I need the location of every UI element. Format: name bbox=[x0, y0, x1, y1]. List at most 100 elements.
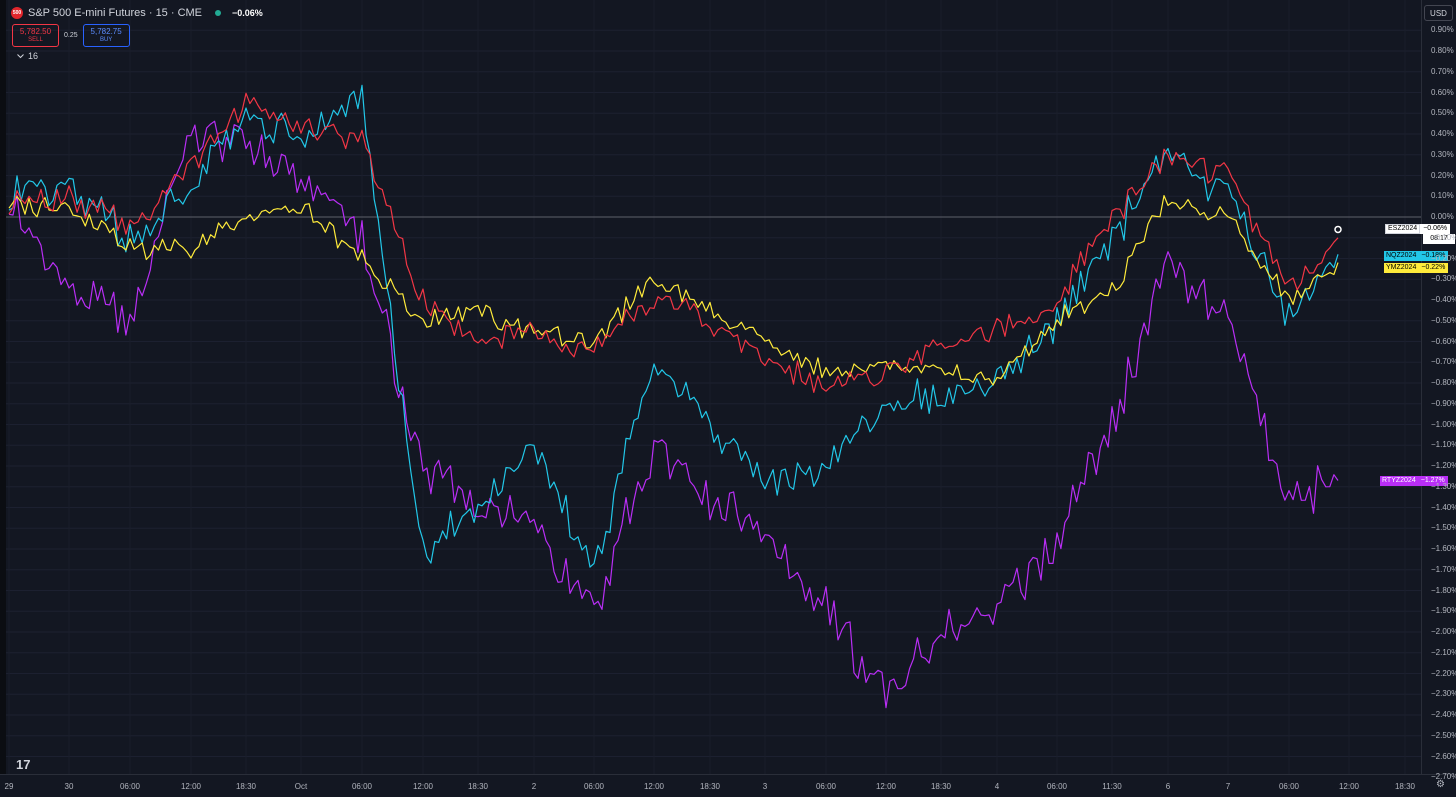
price-axis-tick-label: 0.00% bbox=[1431, 212, 1454, 221]
price-tag-rty: RTYZ2024 −1.27% bbox=[1380, 476, 1448, 486]
price-tag-nq: NQZ2024 −0.18% bbox=[1384, 251, 1449, 261]
price-axis-tick-label: −0.30% bbox=[1431, 274, 1456, 284]
price-tag-es: ESZ2024 −0.06% bbox=[1385, 224, 1451, 234]
price-tag-nq-value: −0.18% bbox=[1418, 251, 1449, 261]
time-axis-tick-label: 12:00 bbox=[1338, 782, 1360, 791]
time-axis-tick-label: 3 bbox=[762, 782, 768, 791]
price-axis-tick-label: −1.30% bbox=[1431, 481, 1456, 491]
price-tag-es-name: ESZ2024 bbox=[1385, 224, 1421, 234]
price-axis-tick-label: −1.40% bbox=[1431, 502, 1456, 512]
time-axis-tick-label: 12:00 bbox=[643, 782, 665, 791]
time-axis-tick-label: 7 bbox=[1225, 782, 1231, 791]
price-axis-tick-label: −0.90% bbox=[1431, 398, 1456, 408]
price-axis-tick-label: −2.10% bbox=[1431, 647, 1456, 657]
price-tag-ym-value: −0.22% bbox=[1418, 263, 1449, 273]
price-axis-tick-label: −2.50% bbox=[1431, 730, 1456, 740]
price-axis-tick-label: −0.70% bbox=[1431, 357, 1456, 367]
price-axis-tick-label: −1.00% bbox=[1431, 419, 1456, 429]
time-axis-tick-label: 18:30 bbox=[235, 782, 257, 791]
price-axis-tick-label: −1.20% bbox=[1431, 461, 1456, 470]
price-tag-rty-name: RTYZ2024 bbox=[1380, 476, 1418, 486]
price-axis-tick-label: 0.90% bbox=[1431, 25, 1454, 35]
price-axis[interactable] bbox=[1421, 0, 1456, 774]
tradingview-logo-icon[interactable]: 17 bbox=[16, 757, 31, 772]
sell-label: SELL bbox=[28, 36, 43, 43]
time-axis-tick-label: 12:00 bbox=[180, 782, 202, 791]
buy-label: BUY bbox=[99, 36, 113, 43]
price-axis-tick-label: −1.10% bbox=[1431, 440, 1456, 450]
price-axis-tick-label: −0.20% bbox=[1431, 253, 1456, 263]
price-axis-tick-label: −0.80% bbox=[1431, 378, 1456, 387]
price-axis-tick-label: −0.60% bbox=[1431, 336, 1456, 346]
price-axis-tick-label: −2.30% bbox=[1431, 689, 1456, 699]
indicators-count: 16 bbox=[28, 51, 39, 61]
series-line-esz2024[interactable] bbox=[8, 92, 1339, 393]
header-change: −0.06% bbox=[232, 8, 263, 18]
price-axis-tick-label: −1.90% bbox=[1431, 606, 1456, 616]
price-axis-tick-label: −1.80% bbox=[1431, 585, 1456, 595]
price-axis-tick-label: −2.60% bbox=[1431, 751, 1456, 761]
bar-countdown: 08:17 bbox=[1423, 234, 1455, 244]
trade-buttons: 5,782.50 SELL 0.25 5,782.75 BUY bbox=[12, 24, 130, 47]
settings-gear-icon[interactable]: ⚙ bbox=[1436, 779, 1445, 790]
price-axis-tick-label: 0.70% bbox=[1431, 66, 1454, 76]
symbol-header: 500 S&P 500 E-mini Futures · 15 · CME −0… bbox=[11, 5, 263, 21]
price-axis-tick-label: −2.20% bbox=[1431, 668, 1456, 678]
price-axis-tick-label: −0.40% bbox=[1431, 295, 1456, 304]
price-tag-ym-name: YMZ2024 bbox=[1384, 263, 1419, 273]
price-axis-tick-label: 0.80% bbox=[1431, 46, 1454, 55]
chart-plot-area[interactable] bbox=[0, 0, 1421, 774]
price-axis-tick-label: −2.40% bbox=[1431, 710, 1456, 719]
time-axis-tick-label: 6 bbox=[1165, 782, 1171, 791]
price-axis-tick-label: −1.70% bbox=[1431, 564, 1456, 574]
price-axis-tick-label: 0.30% bbox=[1431, 149, 1454, 159]
last-price-marker bbox=[1334, 225, 1342, 234]
time-axis[interactable] bbox=[0, 774, 1456, 797]
price-axis-tick-label: −1.60% bbox=[1431, 544, 1456, 553]
time-axis-tick-label: 06:00 bbox=[119, 782, 141, 791]
series-line-rtyz2024[interactable] bbox=[8, 120, 1339, 709]
time-axis-tick-label: 18:30 bbox=[699, 782, 721, 791]
price-axis-tick-label: −0.10% bbox=[1431, 232, 1456, 242]
time-axis-tick-label: 30 bbox=[64, 782, 74, 791]
currency-button[interactable]: USD bbox=[1424, 5, 1453, 21]
time-axis-tick-label: 12:00 bbox=[875, 782, 897, 791]
price-axis-tick-label: 0.20% bbox=[1431, 170, 1454, 180]
symbol-title[interactable]: S&P 500 E-mini Futures · 15 · CME bbox=[28, 7, 203, 19]
price-axis-tick-label: 0.10% bbox=[1431, 191, 1454, 201]
price-tag-rty-value: −1.27% bbox=[1417, 476, 1448, 486]
price-axis-tick-label: −2.70% bbox=[1431, 772, 1456, 782]
time-axis-tick-label: 4 bbox=[994, 782, 1000, 791]
price-tag-nq-name: NQZ2024 bbox=[1384, 251, 1419, 261]
left-edge bbox=[0, 0, 6, 797]
price-axis-tick-label: −1.50% bbox=[1431, 523, 1456, 533]
chevron-down-icon bbox=[17, 53, 24, 58]
time-axis-tick-label: 06:00 bbox=[1278, 782, 1300, 791]
time-axis-tick-label: 12:00 bbox=[412, 782, 434, 791]
indicators-toggle[interactable]: 16 bbox=[17, 51, 38, 61]
time-axis-tick-label: 06:00 bbox=[583, 782, 605, 791]
market-status-icon[interactable] bbox=[215, 10, 222, 16]
time-axis-tick-label: 06:00 bbox=[815, 782, 837, 791]
sell-button[interactable]: 5,782.50 SELL bbox=[12, 24, 59, 47]
buy-button[interactable]: 5,782.75 BUY bbox=[82, 24, 130, 47]
currency-label: USD bbox=[1430, 8, 1447, 18]
buy-price: 5,782.75 bbox=[90, 26, 122, 36]
price-tag-ym: YMZ2024 −0.22% bbox=[1384, 263, 1449, 273]
price-axis-tick-label: −0.50% bbox=[1431, 315, 1456, 325]
time-axis-tick-label: 06:00 bbox=[351, 782, 373, 791]
price-axis-tick-label: 0.50% bbox=[1431, 108, 1454, 118]
time-axis-tick-label: 06:00 bbox=[1046, 782, 1068, 791]
time-axis-tick-label: 18:30 bbox=[467, 782, 489, 791]
time-axis-tick-label: 11:30 bbox=[1102, 782, 1122, 791]
series-line-ymz2024[interactable] bbox=[8, 195, 1339, 386]
price-axis-tick-label: 0.40% bbox=[1431, 129, 1454, 138]
time-axis-tick-label: Oct bbox=[294, 782, 308, 791]
time-axis-tick-label: 18:30 bbox=[1394, 782, 1416, 791]
series-line-nqz2024[interactable] bbox=[8, 84, 1339, 568]
time-axis-tick-label: 2 bbox=[531, 782, 537, 791]
spread-value: 0.25 bbox=[64, 32, 78, 39]
price-axis-tick-label: 0.60% bbox=[1431, 87, 1454, 97]
time-axis-tick-label: 29 bbox=[4, 782, 14, 791]
